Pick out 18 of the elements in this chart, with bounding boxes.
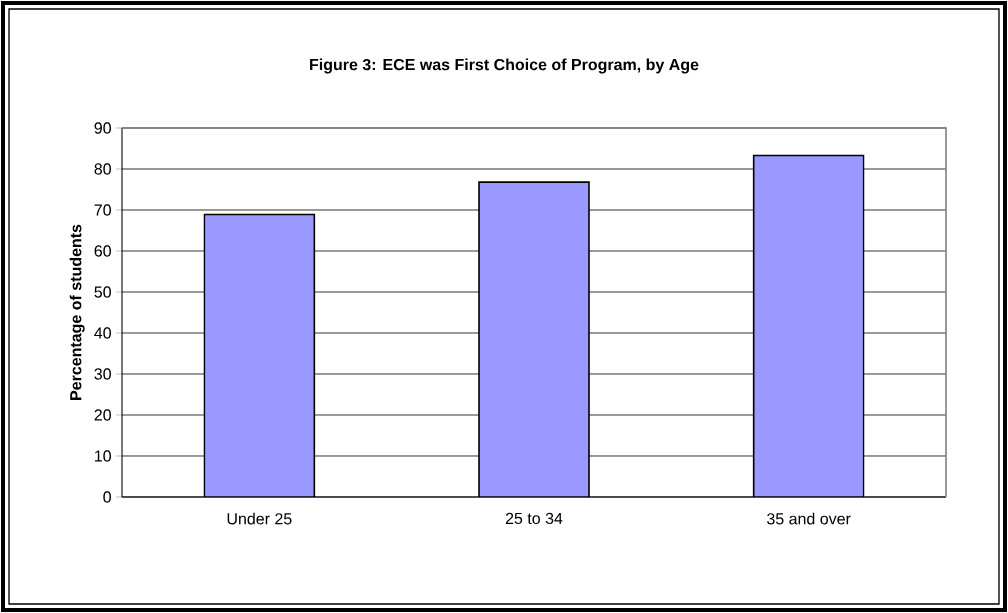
y-tick-label: 70	[94, 204, 111, 216]
y-axis-title: Percentage of students	[69, 224, 85, 400]
y-tick-label: 80	[94, 163, 111, 175]
y-tick-label: 60	[94, 245, 111, 257]
bar	[478, 181, 590, 497]
y-tick-label: 50	[94, 286, 111, 298]
y-tick-label: 10	[95, 450, 111, 462]
y-tick-label: 90	[94, 122, 111, 134]
x-tick-label: 35 and over	[767, 512, 851, 525]
y-tick-label: 0	[103, 491, 111, 503]
y-tick-label: 40	[94, 327, 111, 339]
y-tick-label: 30	[94, 368, 111, 380]
x-tick-label: Under 25	[227, 512, 292, 525]
x-tick-label: 25 to 34	[505, 512, 563, 525]
chart-title: Figure 3: ECE was First Choice of Program, by Age	[310, 58, 699, 74]
bar	[752, 154, 865, 497]
y-tick-label: 20	[94, 409, 111, 421]
bar	[203, 213, 316, 497]
